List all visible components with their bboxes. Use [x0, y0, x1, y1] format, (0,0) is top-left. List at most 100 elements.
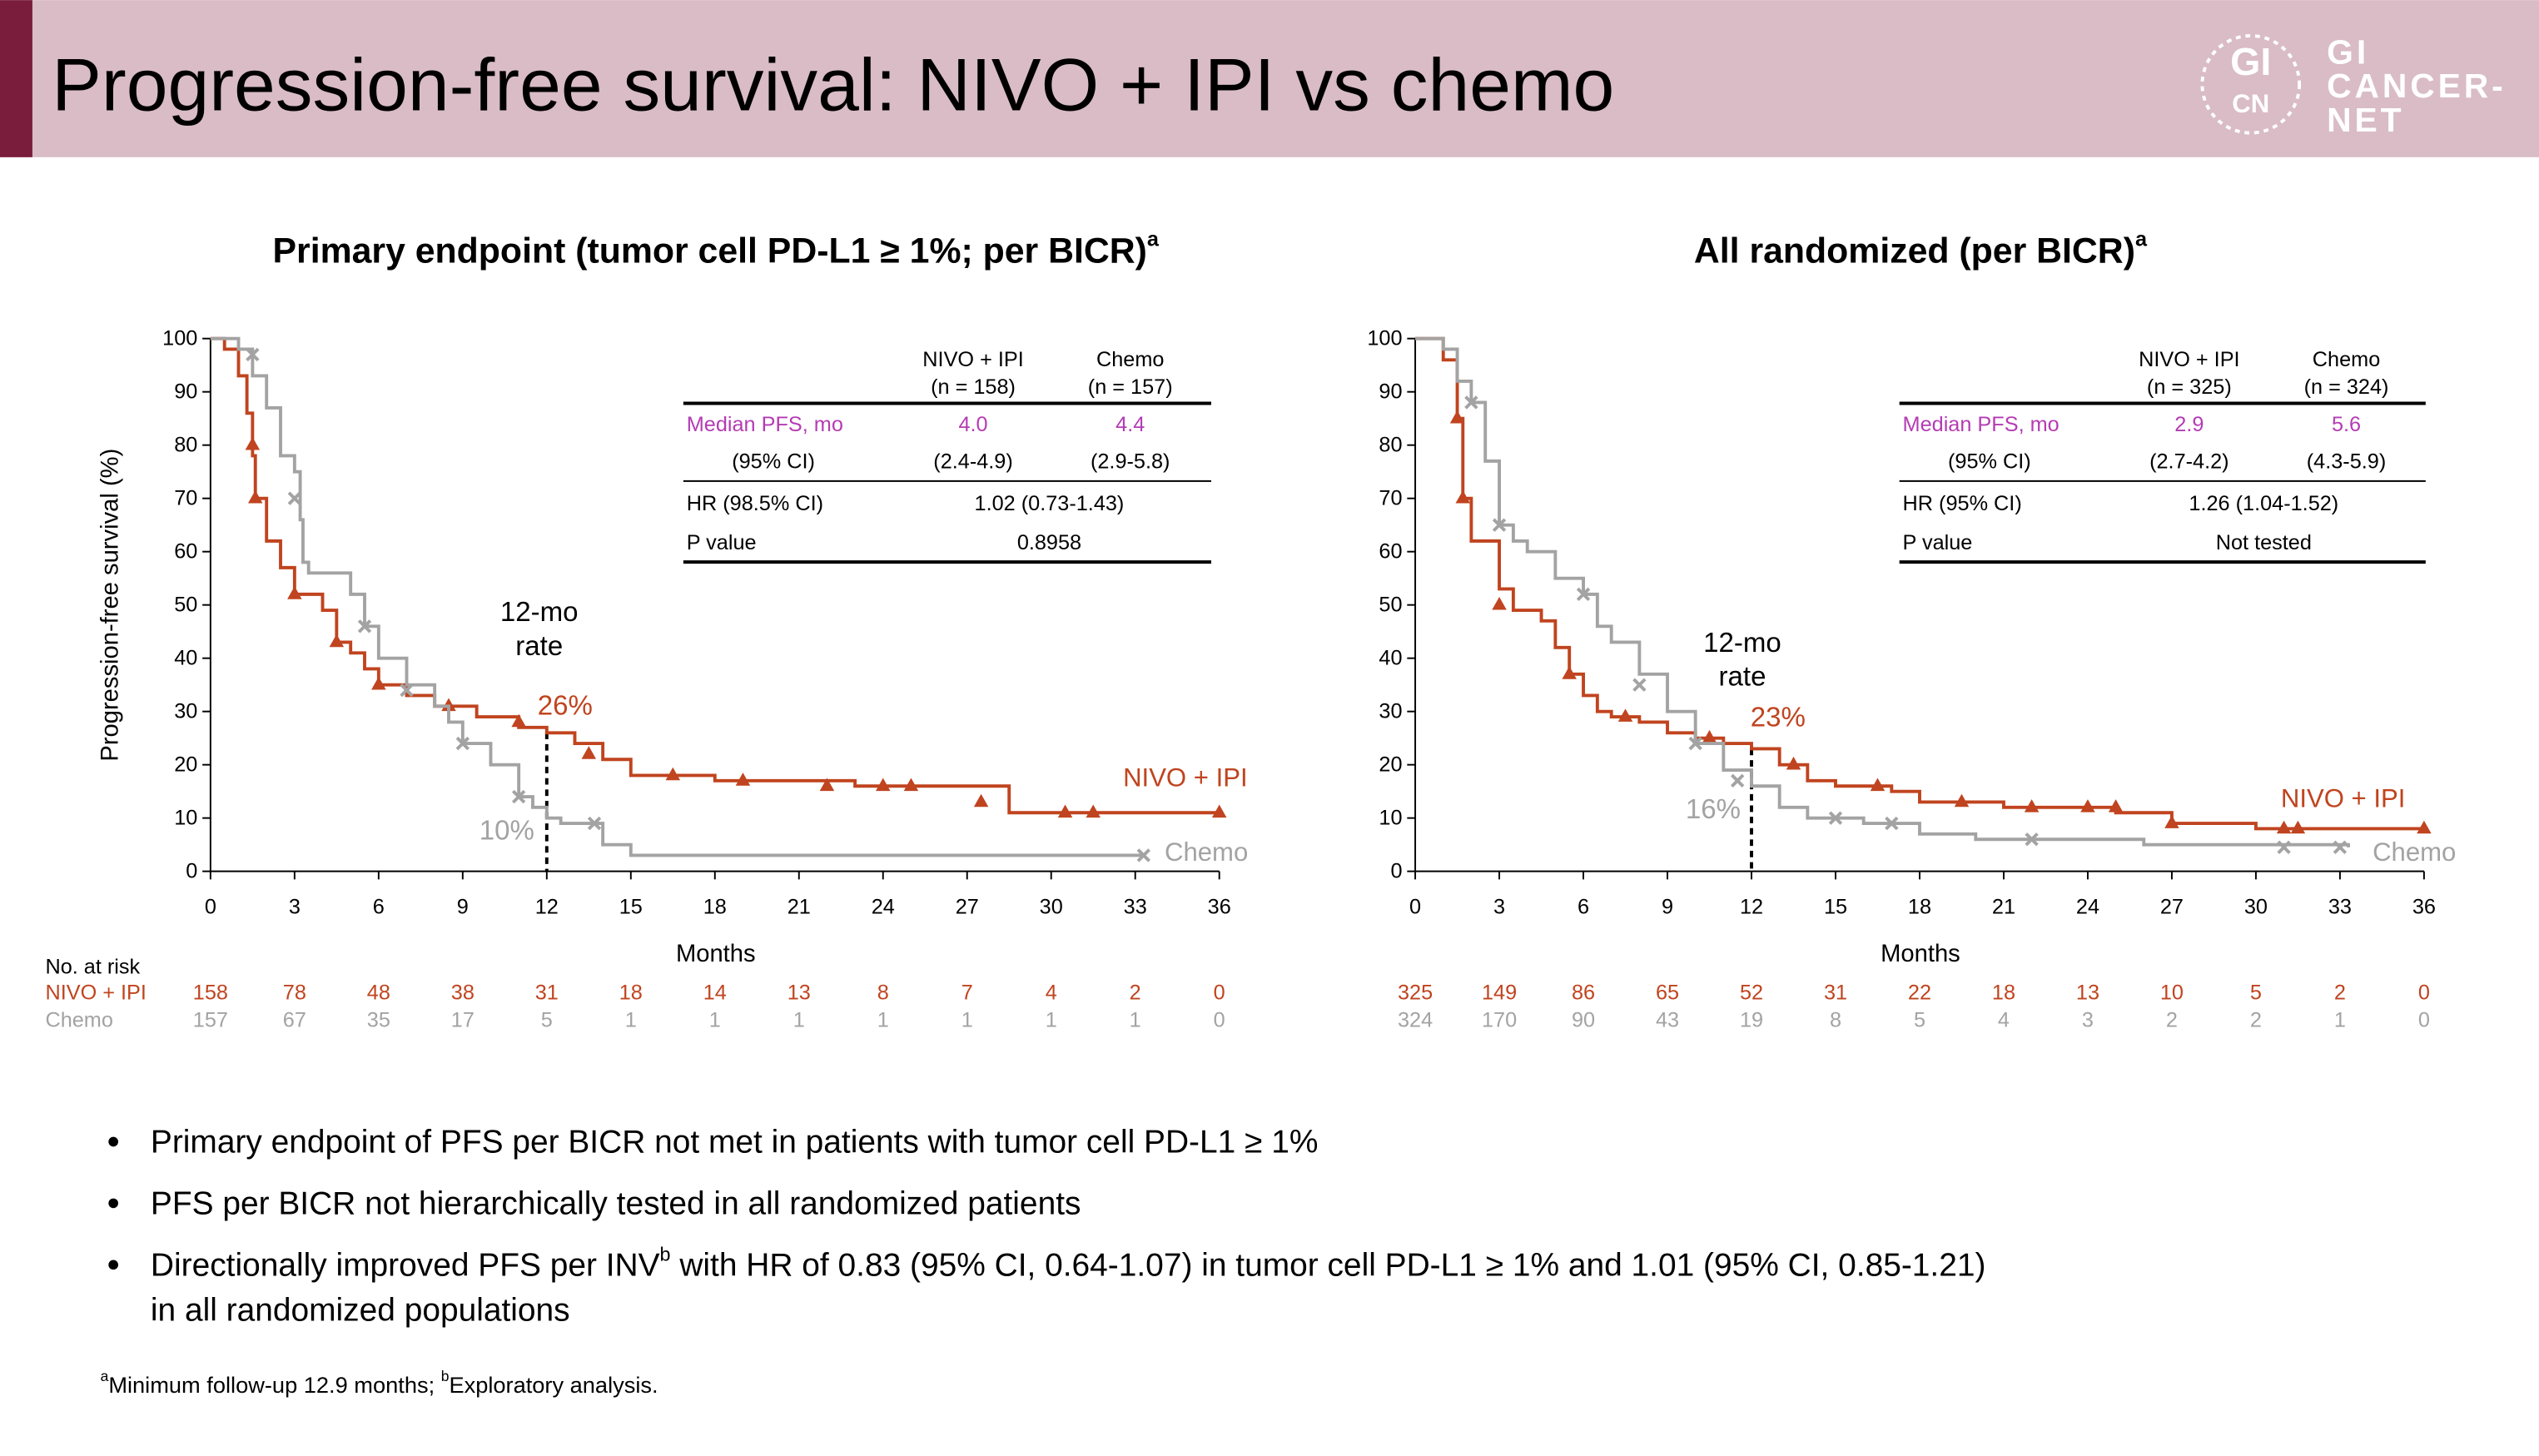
table-header: NIVO + IPI: [2139, 348, 2239, 371]
y-tick-label: 90: [174, 380, 197, 404]
x-tick-label: 12: [535, 895, 559, 918]
censor-mark: [2277, 840, 2291, 855]
censor-mark: [1455, 489, 1471, 504]
bullet-part: b: [660, 1243, 671, 1265]
km-curve: [210, 336, 1220, 815]
bullet-text: Directionally improved PFS per INVb with…: [151, 1243, 1986, 1282]
censor-mark: [2025, 832, 2039, 847]
at-risk-value: 13: [2076, 981, 2099, 1005]
x-tick-label: 21: [1992, 895, 2015, 918]
at-risk-value: 43: [1656, 1009, 1679, 1032]
km-curve: [210, 336, 1144, 857]
table-row-label: (95% CI): [732, 450, 815, 474]
censor-mark: [903, 778, 919, 792]
at-risk-value: 3: [2082, 1009, 2094, 1032]
x-tick-label: 24: [2076, 895, 2099, 918]
x-tick-label: 30: [1040, 895, 1063, 918]
at-risk-value: 22: [1908, 981, 1931, 1005]
censor-mark: [735, 773, 751, 786]
table-header: NIVO + IPI: [922, 348, 1023, 371]
censor-mark: [1702, 729, 1717, 743]
at-risk-value: 7: [961, 981, 973, 1005]
x-axis-label: Months: [1881, 941, 1960, 967]
censor-mark: [329, 634, 345, 648]
censor-mark: [665, 767, 681, 781]
km-curve: [1415, 336, 2350, 847]
footnote-part: Minimum follow-up 12.9 months;: [108, 1372, 440, 1398]
slide-title: Progression-free survival: NIVO + IPI vs…: [52, 42, 1614, 126]
bullet-part: Primary endpoint of PFS per BICR not met…: [151, 1124, 1319, 1160]
table-row-label: HR (98.5% CI): [687, 492, 823, 515]
censor-mark: [1786, 756, 1801, 770]
y-tick-label: 80: [174, 434, 197, 457]
x-tick-label: 36: [1208, 895, 1231, 918]
rate-label: 23%: [1751, 702, 1806, 733]
at-risk-value: 17: [451, 1009, 475, 1032]
y-tick-label: 20: [174, 753, 197, 777]
series-label: NIVO + IPI: [1123, 763, 1248, 792]
censor-mark: [1492, 518, 1507, 532]
y-axis-label: Progression-free survival (%): [97, 449, 123, 762]
censor-mark: [2108, 799, 2124, 812]
rate-note: rate: [1719, 662, 1766, 693]
series-label: NIVO + IPI: [2281, 784, 2406, 813]
bullet-text: PFS per BICR not hierarchically tested i…: [151, 1185, 1081, 1221]
logo-text: CANCER-: [2327, 67, 2506, 105]
at-risk-value: 1: [709, 1009, 721, 1032]
censor-mark: [2276, 820, 2292, 834]
footnote-part: a: [101, 1368, 109, 1384]
table-cell: 4.4: [1115, 413, 1145, 436]
table-header: (n = 325): [2147, 375, 2232, 399]
at-risk-title: No. at risk: [45, 955, 140, 978]
bullet-part: PFS per BICR not hierarchically tested i…: [151, 1185, 1081, 1221]
at-risk-value: 170: [1482, 1009, 1517, 1032]
at-risk-value: 149: [1482, 981, 1517, 1005]
y-tick-label: 70: [174, 487, 197, 510]
x-tick-label: 30: [2244, 895, 2268, 918]
footnote-part: Exploratory analysis.: [449, 1372, 658, 1398]
censor-mark: [2333, 840, 2348, 855]
at-risk-value: 38: [451, 981, 475, 1005]
censor-mark: [2080, 799, 2095, 812]
censor-mark: [1086, 804, 1101, 818]
y-tick-label: 90: [1379, 380, 1402, 404]
at-risk-value: 2: [2250, 1009, 2262, 1032]
at-risk-value: 1: [2334, 1009, 2346, 1032]
header-bar: [0, 0, 2539, 157]
series-label: Chemo: [2373, 837, 2456, 867]
table-cell: (2.9-5.8): [1091, 450, 1170, 474]
table-header: (n = 158): [931, 375, 1016, 399]
at-risk-value: 65: [1656, 981, 1679, 1005]
x-tick-label: 6: [1578, 895, 1589, 918]
y-tick-label: 50: [1379, 594, 1402, 617]
censor-mark: [1828, 811, 1843, 825]
censor-mark: [400, 683, 414, 698]
y-tick-label: 10: [174, 807, 197, 830]
y-tick-label: 30: [1379, 700, 1402, 723]
table-header: Chemo: [1096, 348, 1164, 371]
x-axis-label: Months: [676, 941, 756, 967]
censor-mark: [1136, 848, 1150, 862]
at-risk-value: 78: [283, 981, 306, 1005]
censor-mark: [1057, 804, 1073, 818]
censor-mark: [1632, 678, 1647, 692]
at-risk-value: 157: [193, 1009, 228, 1032]
chart-title-sup: a: [1147, 228, 1160, 251]
rate-note: 12-mo: [1703, 628, 1781, 658]
header-accent: [0, 0, 32, 157]
censor-mark: [246, 347, 260, 362]
at-risk-value: 0: [2418, 981, 2430, 1005]
bullet-text: in all randomized populations: [151, 1292, 570, 1328]
x-tick-label: 12: [1740, 895, 1763, 918]
at-risk-value: 4: [1998, 1009, 2010, 1032]
at-risk-value: 52: [1740, 981, 1763, 1005]
x-tick-label: 3: [289, 895, 301, 918]
y-tick-label: 40: [1379, 647, 1402, 670]
at-risk-value: 0: [1214, 981, 1225, 1005]
at-risk-value: 0: [2418, 1009, 2430, 1032]
at-risk-value: 14: [703, 981, 727, 1005]
x-tick-label: 21: [788, 895, 811, 918]
table-row-label: Median PFS, mo: [1903, 413, 2060, 436]
